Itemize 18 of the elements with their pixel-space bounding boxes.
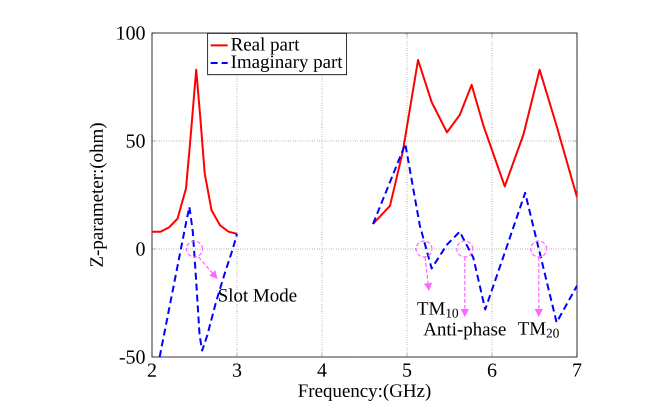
legend-label: Imaginary part <box>231 55 342 72</box>
x-tick-label: 3 <box>232 364 242 377</box>
annotation: TM$_{20}$ <box>518 322 559 338</box>
annotation: TM$_{10}$ <box>417 302 458 318</box>
x-tick-label: 7 <box>573 364 582 377</box>
y-tick-label: 50 <box>126 134 145 148</box>
x-tick-label: 4 <box>317 364 327 377</box>
y-tick-label: 100 <box>117 26 145 40</box>
annotation: Anti-phase <box>423 322 506 340</box>
y-tick-label: -50 <box>120 350 145 364</box>
annotation: Slot Mode <box>218 288 296 302</box>
y-axis-title: Z-parameter:(ohm) <box>90 123 107 267</box>
x-axis-title: Frequency:(GHz) <box>298 384 430 401</box>
text: Real part <box>231 37 300 55</box>
x-tick-label: 5 <box>403 364 412 377</box>
x-tick-label: 2 <box>148 364 156 377</box>
x-tick-label: 6 <box>488 364 496 377</box>
y-tick-label: 0 <box>136 242 145 256</box>
